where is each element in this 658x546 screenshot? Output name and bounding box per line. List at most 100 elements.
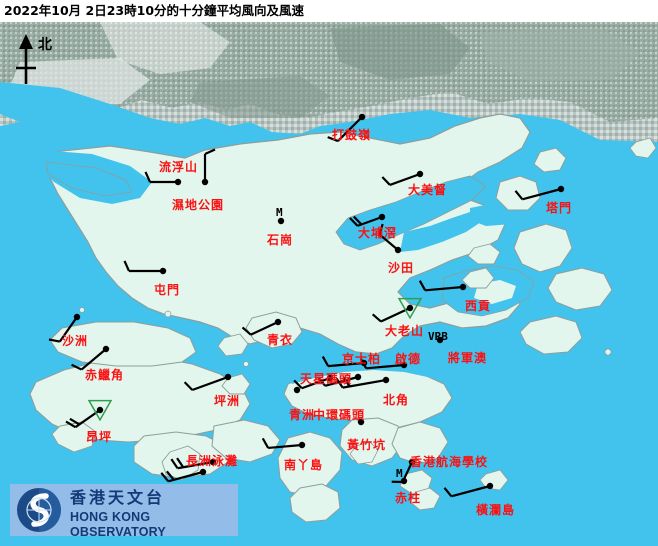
wind-station [514,185,565,201]
wind-station [241,318,282,336]
north-arrow-icon [16,34,36,84]
wind-barb-flag [176,457,185,468]
wind-barb-flag [170,458,179,469]
hongkong-wind-map: 北 打鼓嶺 流浮山 濕地公園 石崗 M 大美督 塔門 大埔滘 沙田 屯門 大老山 西貢 沙洲 赤鱲角 青衣京… [0,22,658,546]
wind-barb-shaft [250,321,279,336]
wind-barb-flag [144,171,152,183]
wind-barb-flag [378,223,384,235]
station-wind-code: M [396,467,403,480]
wind-barb-shaft [389,172,421,186]
wind-barb-flag [443,487,453,498]
station-dot [293,386,301,394]
wind-station [349,213,386,227]
station-label: 青衣 [267,333,294,347]
station-dot [406,304,414,312]
wind-barb-flag [293,379,303,390]
station-dot [274,318,282,326]
wind-barb-flag [71,363,82,371]
wind-barb-layer [48,113,565,498]
station-wind-code: VRB [428,330,448,343]
wind-barb-flag [371,313,382,323]
mountain-station-marker [397,297,423,320]
station-dot [199,468,207,476]
station-label: 坪洲 [214,394,241,408]
wind-barb-shaft [328,361,365,368]
station-dot [382,376,390,384]
wind-station [293,374,334,390]
station-dot [201,178,209,186]
wind-barb-shaft [357,215,383,227]
wind-barb-flag [381,176,391,186]
wind-barb-flag [204,148,216,156]
station-dot [298,441,306,449]
wind-station [71,345,110,371]
station-dot [400,361,408,369]
wind-station [123,260,167,275]
wind-barb-shaft [522,187,562,201]
station-dot [354,373,362,381]
station-label: 赤柱 [395,491,422,505]
wind-station [443,482,494,498]
wind-station [65,399,113,429]
wind-station [170,457,217,470]
wind-barb-flag [327,136,339,143]
station-dot [378,213,386,221]
station-dot [357,418,365,426]
station-dot [102,345,110,353]
wind-barb-flag [165,470,175,481]
wind-station [381,170,424,186]
station-label: 青洲 [289,408,316,422]
station-label: 大埔滘 [358,226,398,240]
station-dot [73,313,81,321]
station-dot [224,373,232,381]
wind-barb-shaft [58,316,78,343]
station-label: 石崗 [267,233,294,247]
wind-barb-flag [335,377,344,389]
station-wind-code: M [276,206,283,219]
hko-emblem-icon [17,488,61,532]
wind-barb-shaft [301,376,331,390]
station-label: 橫瀾島 [476,503,516,517]
wind-station [436,336,444,344]
station-dot [209,458,217,466]
wind-barb-shaft [191,375,229,392]
wind-station [201,148,216,186]
wind-barb-flag [123,260,131,272]
station-label: 濕地公園 [172,198,225,212]
station-dot [400,477,408,485]
wind-barb-shaft [337,116,363,142]
station-label: 赤鱲角 [85,368,125,382]
wind-station [293,386,301,394]
wind-station [378,223,402,254]
wind-barb-flag [160,472,170,483]
station-dot [358,113,366,121]
station-label: 中環碼頭 [313,408,366,422]
wind-station [335,376,390,389]
page-title: 2022年10月 2日23時10分的十分鐘平均風向及風速 [4,3,305,18]
hko-logo: 香港天文台 HONG KONG OBSERVATORY [10,484,238,539]
wind-barb-shaft [80,348,107,371]
wind-barb-flag [69,417,80,426]
wind-station [327,113,366,143]
map-geography [0,22,658,546]
wind-barb-flag [241,326,252,336]
station-label: 將軍澳 [448,351,488,365]
wind-barb-flag [514,190,524,201]
station-label: 沙洲 [62,334,89,348]
station-dot [277,217,285,225]
compass-rose: 北 [8,32,70,90]
station-label: 塔門 [546,201,573,215]
station-label: 黃竹坑 [347,438,387,452]
wind-barb-flag [418,280,427,291]
station-dot [159,267,167,275]
wind-barb-shaft [425,285,464,292]
wind-barb-flag [48,338,61,343]
wind-barb-flag [349,217,359,227]
wind-station [261,437,306,450]
station-dot [557,185,565,193]
station-label: 昂坪 [86,430,113,444]
wind-barb-shaft [167,470,204,483]
station-label: 北角 [383,393,410,407]
wind-barb-flag [65,420,76,429]
